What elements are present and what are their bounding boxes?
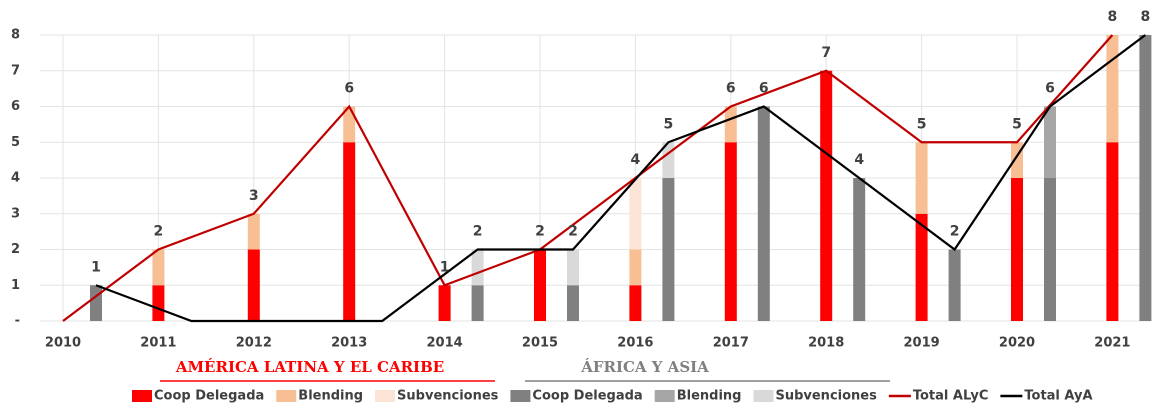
bar: [343, 106, 356, 143]
data-label: 1: [440, 259, 450, 275]
bar: [724, 106, 737, 143]
y-tick-label: 7: [11, 63, 20, 78]
bar: [915, 142, 928, 214]
legend-label: Total ALyC: [913, 389, 989, 404]
x-tick-label: 2016: [617, 336, 653, 351]
y-tick-label: 6: [11, 99, 20, 114]
x-tick-label: 2015: [522, 336, 558, 351]
bar: [820, 70, 833, 321]
bar: [853, 178, 866, 321]
bar: [1011, 178, 1023, 321]
data-label: 2: [473, 224, 483, 240]
bar: [247, 249, 260, 321]
bar: [629, 285, 642, 321]
bar: [629, 249, 642, 286]
data-label: 4: [854, 152, 864, 168]
x-tick-label: 2019: [904, 336, 940, 351]
data-label: 5: [664, 116, 674, 132]
x-tick-label: 2010: [45, 336, 81, 351]
bar: [534, 249, 546, 321]
bar: [1139, 35, 1152, 321]
bar: [152, 249, 165, 286]
total-line: [95, 34, 1147, 323]
data-label: 2: [535, 224, 545, 240]
bar: [567, 285, 579, 321]
bar: [662, 178, 675, 321]
legend-swatch: [375, 390, 396, 402]
legend-label: Subvenciones: [397, 389, 499, 404]
bar: [152, 285, 165, 321]
y-tick-label: 4: [11, 171, 20, 186]
data-label: 6: [344, 81, 354, 97]
total-line: [62, 34, 1114, 322]
legend-swatch: [654, 390, 675, 402]
x-tick-label: 2021: [1094, 336, 1130, 351]
data-label: 5: [1012, 116, 1022, 132]
y-tick-label: 8: [11, 28, 20, 43]
data-label: 6: [1045, 81, 1055, 97]
y-tick-label: 5: [11, 135, 20, 150]
group-heading: ÁFRICA Y ASIA: [580, 358, 709, 376]
data-label: 7: [821, 45, 831, 61]
data-label: 1: [91, 259, 101, 275]
bar: [471, 249, 484, 286]
legend-label: Coop Delegada: [154, 389, 264, 404]
legend-label: Blending: [298, 389, 363, 404]
bar: [567, 249, 579, 286]
bar: [1106, 142, 1119, 321]
x-tick-label: 2013: [331, 336, 367, 351]
x-tick-label: 2014: [427, 336, 463, 351]
x-tick-label: 2020: [999, 336, 1035, 351]
bar: [1011, 142, 1023, 178]
y-tick-label: 1: [11, 278, 20, 293]
x-tick-label: 2017: [713, 336, 749, 351]
y-tick-label: 3: [11, 206, 20, 221]
x-tick-label: 2018: [808, 336, 844, 351]
y-tick-label: 2: [11, 242, 20, 257]
data-label: 4: [631, 152, 641, 168]
bar: [724, 142, 737, 321]
bar: [1044, 106, 1056, 178]
x-tick-label: 2011: [140, 336, 176, 351]
legend-swatch: [276, 390, 297, 402]
bar: [629, 178, 642, 250]
data-label: 6: [726, 81, 736, 97]
data-label: 2: [154, 224, 164, 240]
group-heading: AMÉRICA LATINA Y EL CARIBE: [175, 358, 444, 376]
data-label: 2: [950, 224, 960, 240]
data-label: 8: [1141, 9, 1151, 25]
data-label: 6: [759, 81, 769, 97]
legend-swatch: [510, 390, 531, 402]
bar: [247, 213, 260, 250]
bar: [90, 285, 102, 321]
bar: [438, 285, 451, 321]
bar: [471, 285, 484, 321]
bar: [1106, 35, 1119, 143]
bar: [757, 106, 770, 321]
bar: [915, 213, 928, 321]
legend-label: Total AyA: [1024, 389, 1092, 404]
legend-swatch: [132, 390, 152, 402]
legend-swatch: [753, 390, 774, 402]
bar: [343, 142, 356, 321]
data-label: 3: [249, 188, 259, 204]
data-label: 8: [1108, 9, 1118, 25]
y-tick-label: -: [15, 314, 20, 329]
bar: [1044, 178, 1056, 321]
legend-label: Blending: [677, 389, 742, 404]
legend-label: Coop Delegada: [532, 389, 642, 404]
legend-label: Subvenciones: [775, 389, 877, 404]
x-tick-label: 2012: [236, 336, 272, 351]
data-label: 5: [917, 116, 927, 132]
bar: [948, 249, 961, 321]
data-label: 2: [568, 224, 578, 240]
